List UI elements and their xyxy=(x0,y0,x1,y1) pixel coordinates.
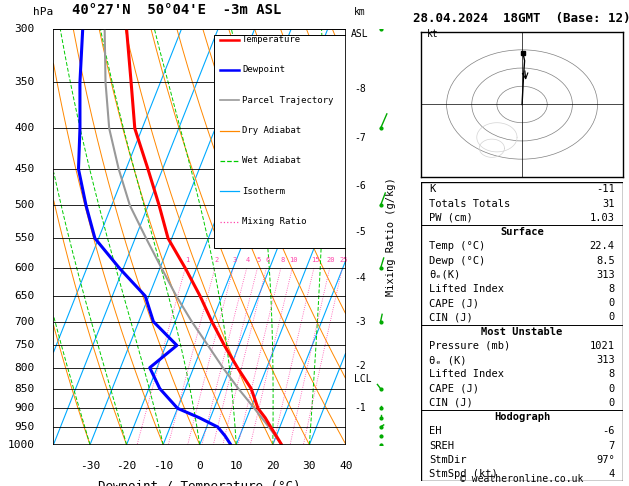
Text: 400: 400 xyxy=(14,123,35,134)
Text: kt: kt xyxy=(426,29,438,39)
Text: 5: 5 xyxy=(257,257,261,262)
Text: -11: -11 xyxy=(596,184,615,194)
Text: -2: -2 xyxy=(355,361,366,370)
Text: 30: 30 xyxy=(303,461,316,471)
Text: -8: -8 xyxy=(355,84,366,94)
Text: © weatheronline.co.uk: © weatheronline.co.uk xyxy=(460,473,584,484)
Text: LCL: LCL xyxy=(355,374,372,384)
Text: 1021: 1021 xyxy=(589,341,615,351)
Text: 500: 500 xyxy=(14,200,35,210)
Text: -1: -1 xyxy=(355,402,366,413)
Text: 15: 15 xyxy=(311,257,320,262)
Text: 950: 950 xyxy=(14,422,35,432)
Text: 20: 20 xyxy=(266,461,279,471)
Text: StmSpd (kt): StmSpd (kt) xyxy=(430,469,498,479)
Text: 2: 2 xyxy=(214,257,218,262)
Text: K: K xyxy=(430,184,436,194)
Text: Pressure (mb): Pressure (mb) xyxy=(430,341,511,351)
Text: CIN (J): CIN (J) xyxy=(430,312,473,323)
Text: Isotherm: Isotherm xyxy=(242,187,285,196)
Text: -30: -30 xyxy=(80,461,100,471)
Text: 8: 8 xyxy=(608,369,615,380)
Text: 0: 0 xyxy=(608,298,615,308)
Text: -6: -6 xyxy=(355,181,366,191)
Text: Temp (°C): Temp (°C) xyxy=(430,241,486,251)
Text: 25: 25 xyxy=(339,257,348,262)
Text: 4: 4 xyxy=(608,469,615,479)
Text: Lifted Index: Lifted Index xyxy=(430,369,504,380)
Text: Parcel Trajectory: Parcel Trajectory xyxy=(242,96,333,104)
Text: θₑ(K): θₑ(K) xyxy=(430,270,460,280)
Text: 750: 750 xyxy=(14,340,35,350)
Text: 7: 7 xyxy=(608,440,615,451)
Text: CAPE (J): CAPE (J) xyxy=(430,298,479,308)
Text: 28.04.2024  18GMT  (Base: 12): 28.04.2024 18GMT (Base: 12) xyxy=(413,12,629,25)
Text: CAPE (J): CAPE (J) xyxy=(430,383,479,394)
Text: 40: 40 xyxy=(339,461,353,471)
Text: 550: 550 xyxy=(14,233,35,243)
Text: -6: -6 xyxy=(602,426,615,436)
Text: 8.5: 8.5 xyxy=(596,256,615,265)
Text: Surface: Surface xyxy=(500,227,544,237)
Text: SREH: SREH xyxy=(430,440,455,451)
Text: 450: 450 xyxy=(14,164,35,174)
Text: 0: 0 xyxy=(608,398,615,408)
Text: 1: 1 xyxy=(185,257,189,262)
Text: Lifted Index: Lifted Index xyxy=(430,284,504,294)
Text: 900: 900 xyxy=(14,403,35,413)
Text: -3: -3 xyxy=(355,317,366,327)
Text: EH: EH xyxy=(430,426,442,436)
Text: θₑ (K): θₑ (K) xyxy=(430,355,467,365)
Text: 97°: 97° xyxy=(596,455,615,465)
Text: Mixing Ratio (g/kg): Mixing Ratio (g/kg) xyxy=(386,177,396,296)
Text: 8: 8 xyxy=(608,284,615,294)
Text: 300: 300 xyxy=(14,24,35,34)
Text: 22.4: 22.4 xyxy=(589,241,615,251)
Bar xyxy=(214,35,350,248)
Text: 3: 3 xyxy=(233,257,237,262)
Text: Wet Adiabat: Wet Adiabat xyxy=(242,156,301,165)
Text: 0: 0 xyxy=(608,383,615,394)
Text: 650: 650 xyxy=(14,291,35,301)
Text: 350: 350 xyxy=(14,77,35,87)
Text: 600: 600 xyxy=(14,263,35,274)
Text: Hodograph: Hodograph xyxy=(494,412,550,422)
Text: 0: 0 xyxy=(196,461,203,471)
Text: 31: 31 xyxy=(602,199,615,208)
Text: ASL: ASL xyxy=(351,29,369,39)
Text: 0: 0 xyxy=(608,312,615,323)
Text: Most Unstable: Most Unstable xyxy=(481,327,563,337)
Text: 700: 700 xyxy=(14,316,35,327)
Text: Dewp (°C): Dewp (°C) xyxy=(430,256,486,265)
Text: 1.03: 1.03 xyxy=(589,213,615,223)
Text: Dewpoint: Dewpoint xyxy=(242,66,285,74)
Text: hPa: hPa xyxy=(33,7,53,17)
Text: -5: -5 xyxy=(355,227,366,237)
Text: Dewpoint / Temperature (°C): Dewpoint / Temperature (°C) xyxy=(99,480,301,486)
Text: 20: 20 xyxy=(326,257,335,262)
Text: CIN (J): CIN (J) xyxy=(430,398,473,408)
Text: Totals Totals: Totals Totals xyxy=(430,199,511,208)
Text: 800: 800 xyxy=(14,363,35,373)
Text: -4: -4 xyxy=(355,273,366,283)
Text: 1000: 1000 xyxy=(8,440,35,450)
Text: 40°27'N  50°04'E  -3m ASL: 40°27'N 50°04'E -3m ASL xyxy=(72,3,281,17)
Text: Mixing Ratio: Mixing Ratio xyxy=(242,217,306,226)
Text: 850: 850 xyxy=(14,383,35,394)
Text: StmDir: StmDir xyxy=(430,455,467,465)
Text: 8: 8 xyxy=(280,257,284,262)
Text: km: km xyxy=(354,7,366,17)
Text: 4: 4 xyxy=(246,257,250,262)
Text: -7: -7 xyxy=(355,133,366,143)
Text: -10: -10 xyxy=(153,461,173,471)
Text: 313: 313 xyxy=(596,355,615,365)
Text: 6: 6 xyxy=(265,257,270,262)
Text: PW (cm): PW (cm) xyxy=(430,213,473,223)
Text: Temperature: Temperature xyxy=(242,35,301,44)
Text: Dry Adiabat: Dry Adiabat xyxy=(242,126,301,135)
Text: 10: 10 xyxy=(230,461,243,471)
Text: 10: 10 xyxy=(289,257,298,262)
Text: 313: 313 xyxy=(596,270,615,280)
Text: -20: -20 xyxy=(116,461,136,471)
